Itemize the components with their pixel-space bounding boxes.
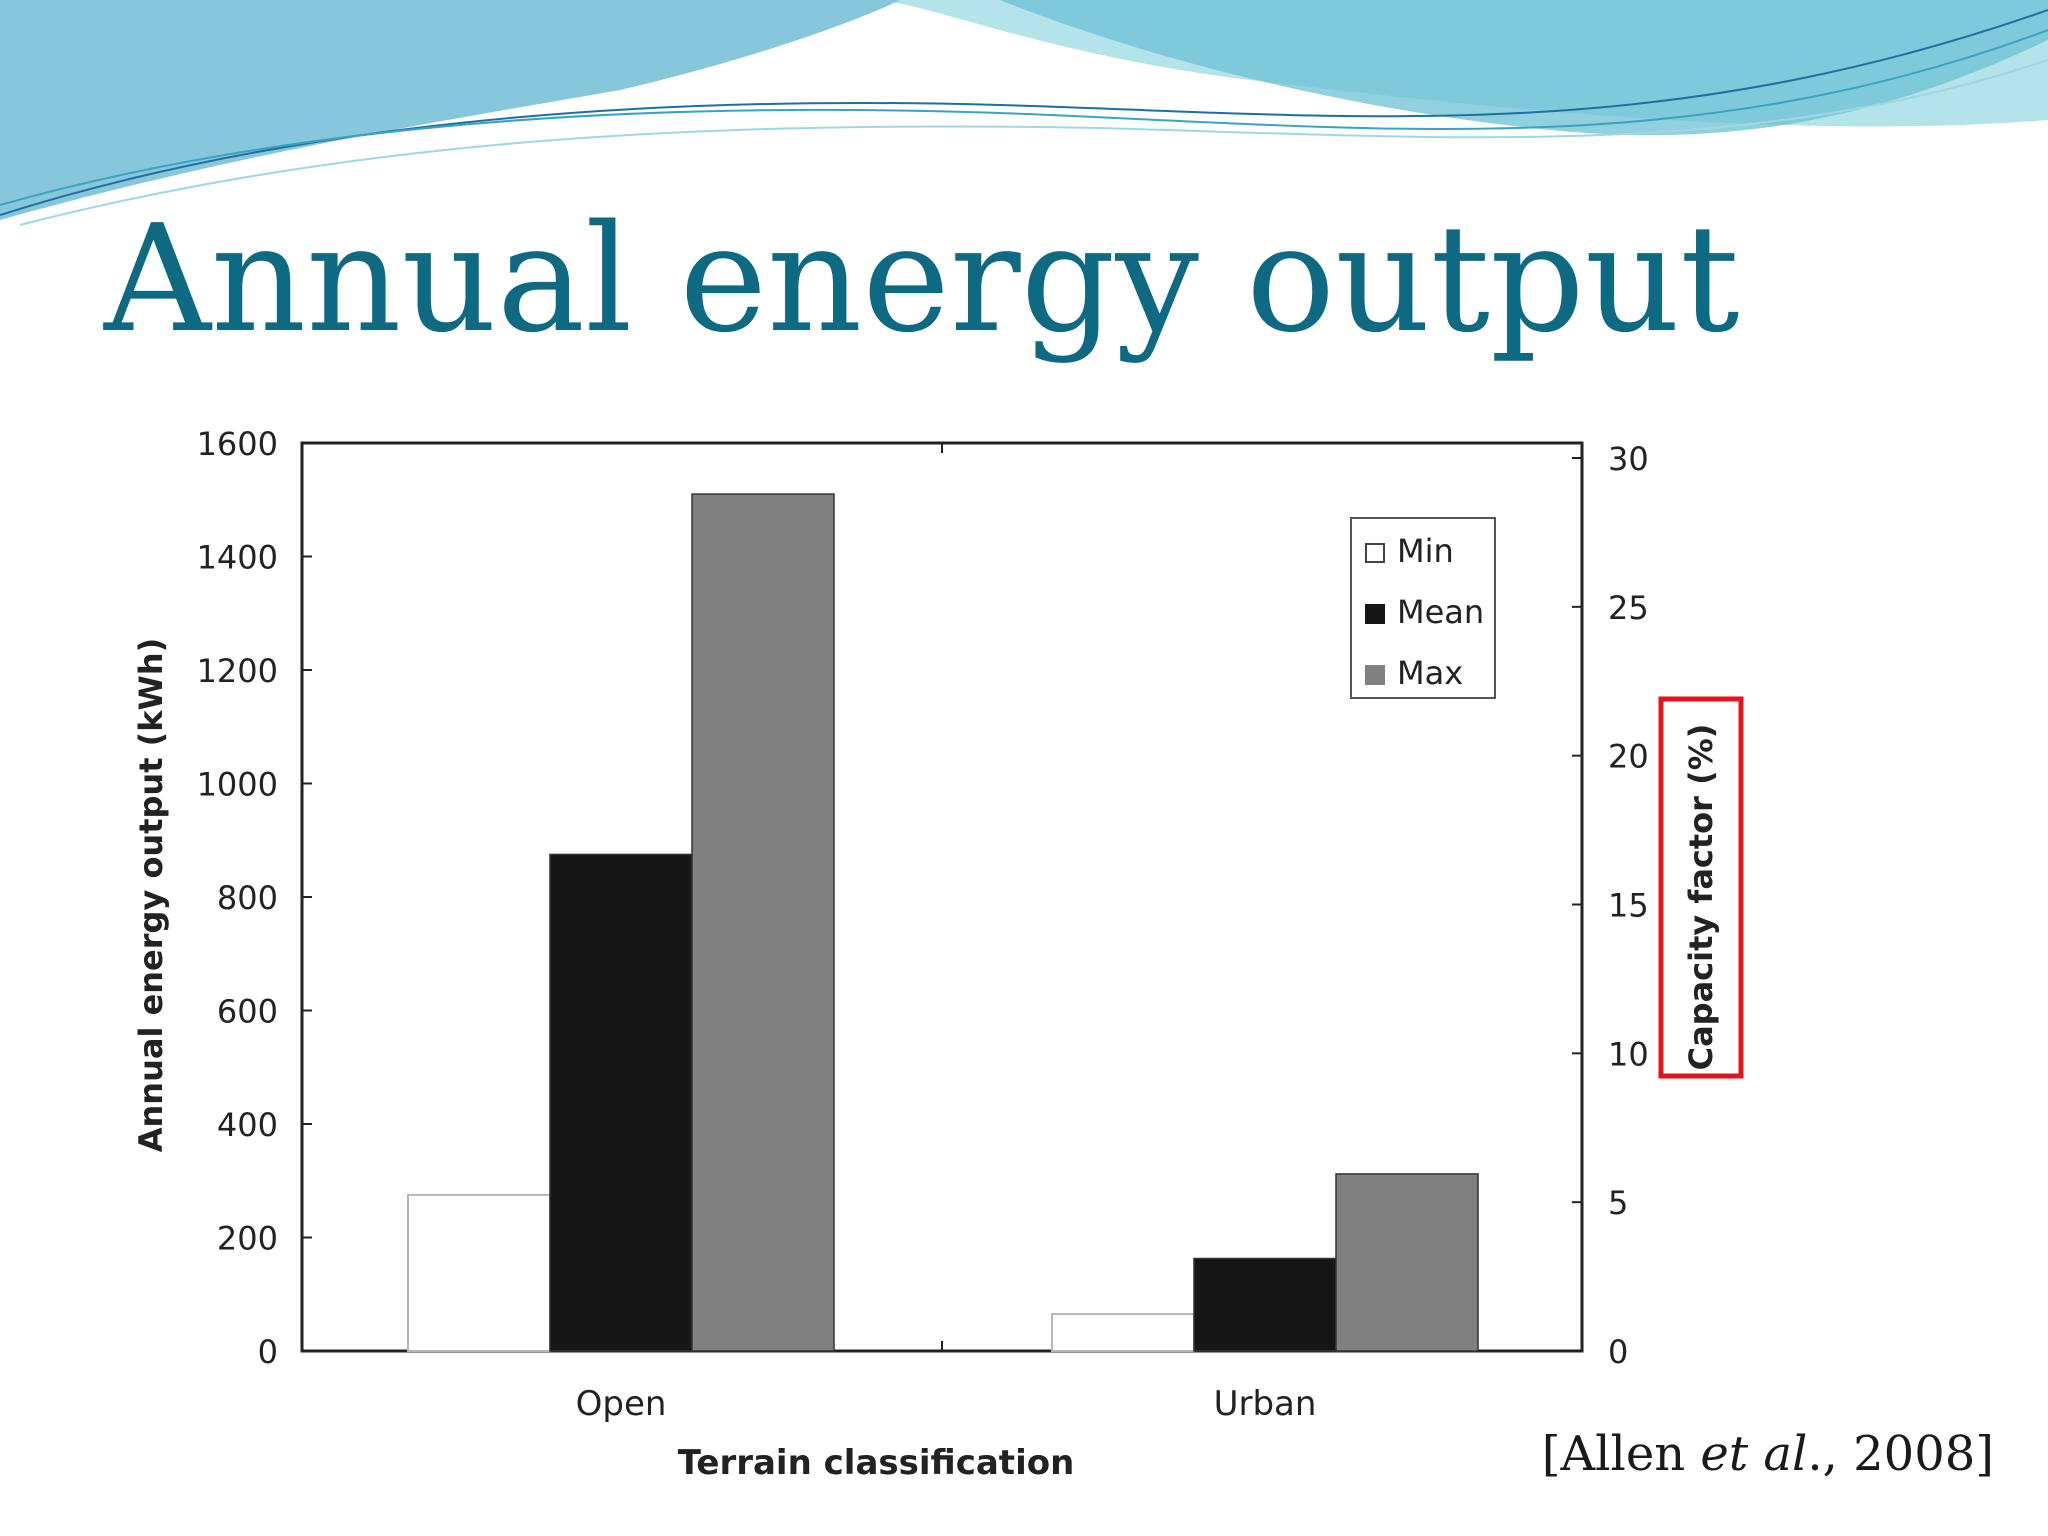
bar-min-open — [407, 1193, 551, 1352]
y-tick-label: 0 — [258, 1333, 278, 1371]
y-tick-label: 600 — [217, 993, 278, 1031]
citation-prefix: [Allen — [1541, 1426, 1701, 1482]
legend-label-min: Min — [1397, 532, 1454, 570]
header-wave-decoration — [0, 0, 2048, 226]
bar-mean-urban — [1193, 1257, 1337, 1352]
y-tick-label: 1000 — [197, 766, 278, 804]
y-tick-label: 400 — [217, 1106, 278, 1144]
bar-max-open — [691, 493, 835, 1352]
wave-line-2 — [0, 29, 2048, 206]
citation-suffix: ., 2008] — [1807, 1426, 1994, 1482]
x-axis-label: Terrain classification — [678, 1443, 1075, 1483]
highlight-box — [1658, 696, 1744, 1079]
bar-min-urban — [1051, 1313, 1195, 1353]
wave-line-1 — [0, 9, 2048, 216]
slide-title: Annual energy output — [104, 193, 1740, 365]
wave-band-left — [0, 0, 900, 220]
y-tick-label: 200 — [217, 1220, 278, 1258]
wave-line-3 — [19, 59, 2048, 226]
bar-mean-open — [549, 853, 693, 1352]
y2-tick-label: 20 — [1608, 738, 1649, 776]
legend-swatch-min — [1365, 543, 1385, 563]
citation-italic: et al — [1700, 1426, 1808, 1482]
legend-label-mean: Mean — [1397, 593, 1484, 631]
y2-tick-label: 10 — [1608, 1035, 1649, 1073]
x-tick-label: Open — [576, 1384, 667, 1424]
y-tick-label: 1600 — [197, 425, 278, 463]
y2-tick-label: 15 — [1608, 887, 1649, 925]
legend-swatch-mean — [1365, 604, 1385, 624]
y2-tick-label: 25 — [1608, 589, 1649, 627]
y2-tick-label: 30 — [1608, 440, 1649, 478]
y-axis-label: Annual energy output (kWh) — [132, 638, 170, 1152]
y2-tick-label: 5 — [1608, 1184, 1628, 1222]
y-tick-label: 1200 — [197, 652, 278, 690]
y2-tick-label: 0 — [1608, 1333, 1628, 1371]
x-tick-label: Urban — [1214, 1384, 1317, 1424]
legend-label-max: Max — [1397, 654, 1463, 692]
y-tick-label: 1400 — [197, 539, 278, 577]
y-tick-label: 800 — [217, 879, 278, 917]
citation: [Allen et al., 2008] — [1542, 1426, 1994, 1482]
bar-max-urban — [1335, 1173, 1479, 1352]
legend-swatch-max — [1365, 665, 1385, 685]
y2-axis-label: Capacity factor (%) — [1682, 724, 1720, 1071]
